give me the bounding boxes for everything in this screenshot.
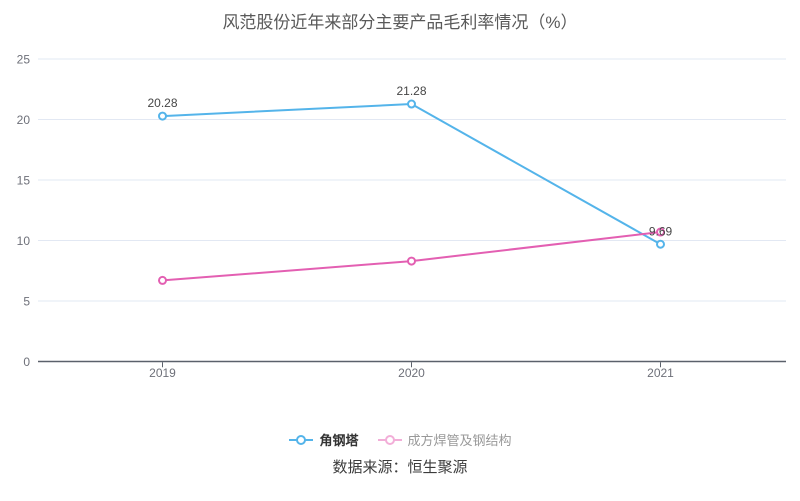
y-axis-label-5: 5 — [23, 295, 30, 309]
x-axis-label-2019: 2019 — [149, 366, 176, 380]
x-axis-label-2021: 2021 — [647, 366, 674, 380]
x-axis-label-2020: 2020 — [398, 366, 425, 380]
y-axis-label-25: 25 — [17, 53, 31, 67]
y-axis-label-0: 0 — [23, 355, 30, 369]
data-source-label: 数据来源：恒生聚源 — [332, 459, 468, 476]
data-label-0-2020: 21.28 — [396, 84, 426, 98]
y-axis-label-15: 15 — [17, 174, 31, 188]
data-label-0-2019: 20.28 — [147, 96, 177, 110]
y-axis-label-20: 20 — [17, 113, 31, 127]
legend-line-marker-icon — [289, 434, 314, 445]
legend-item-label: 成方焊管及钢结构 — [407, 433, 512, 448]
chart-title: 风范股份近年来部分主要产品毛利率情况（%） — [222, 13, 578, 32]
series-line-1 — [161, 231, 662, 282]
y-axis-label-10: 10 — [17, 234, 31, 248]
legend-line-marker-icon — [377, 434, 402, 445]
legend-item-1[interactable]: 成方焊管及钢结构 — [377, 430, 512, 449]
data-point-0-2019[interactable] — [158, 111, 167, 121]
legend-item-label: 角钢塔 — [319, 433, 359, 448]
data-point-0-2020[interactable] — [407, 99, 416, 109]
data-point-1-2020[interactable] — [407, 256, 416, 266]
legend-item-0[interactable]: 角钢塔 — [288, 430, 359, 449]
data-point-1-2019[interactable] — [158, 275, 167, 285]
data-point-1-2021[interactable] — [656, 227, 665, 237]
legend: 角钢塔 成方焊管及钢结构 — [0, 430, 800, 449]
series-line-0 — [161, 103, 662, 246]
data-label-0-2021: 9.69 — [649, 224, 673, 238]
data-point-0-2021[interactable] — [656, 239, 665, 249]
